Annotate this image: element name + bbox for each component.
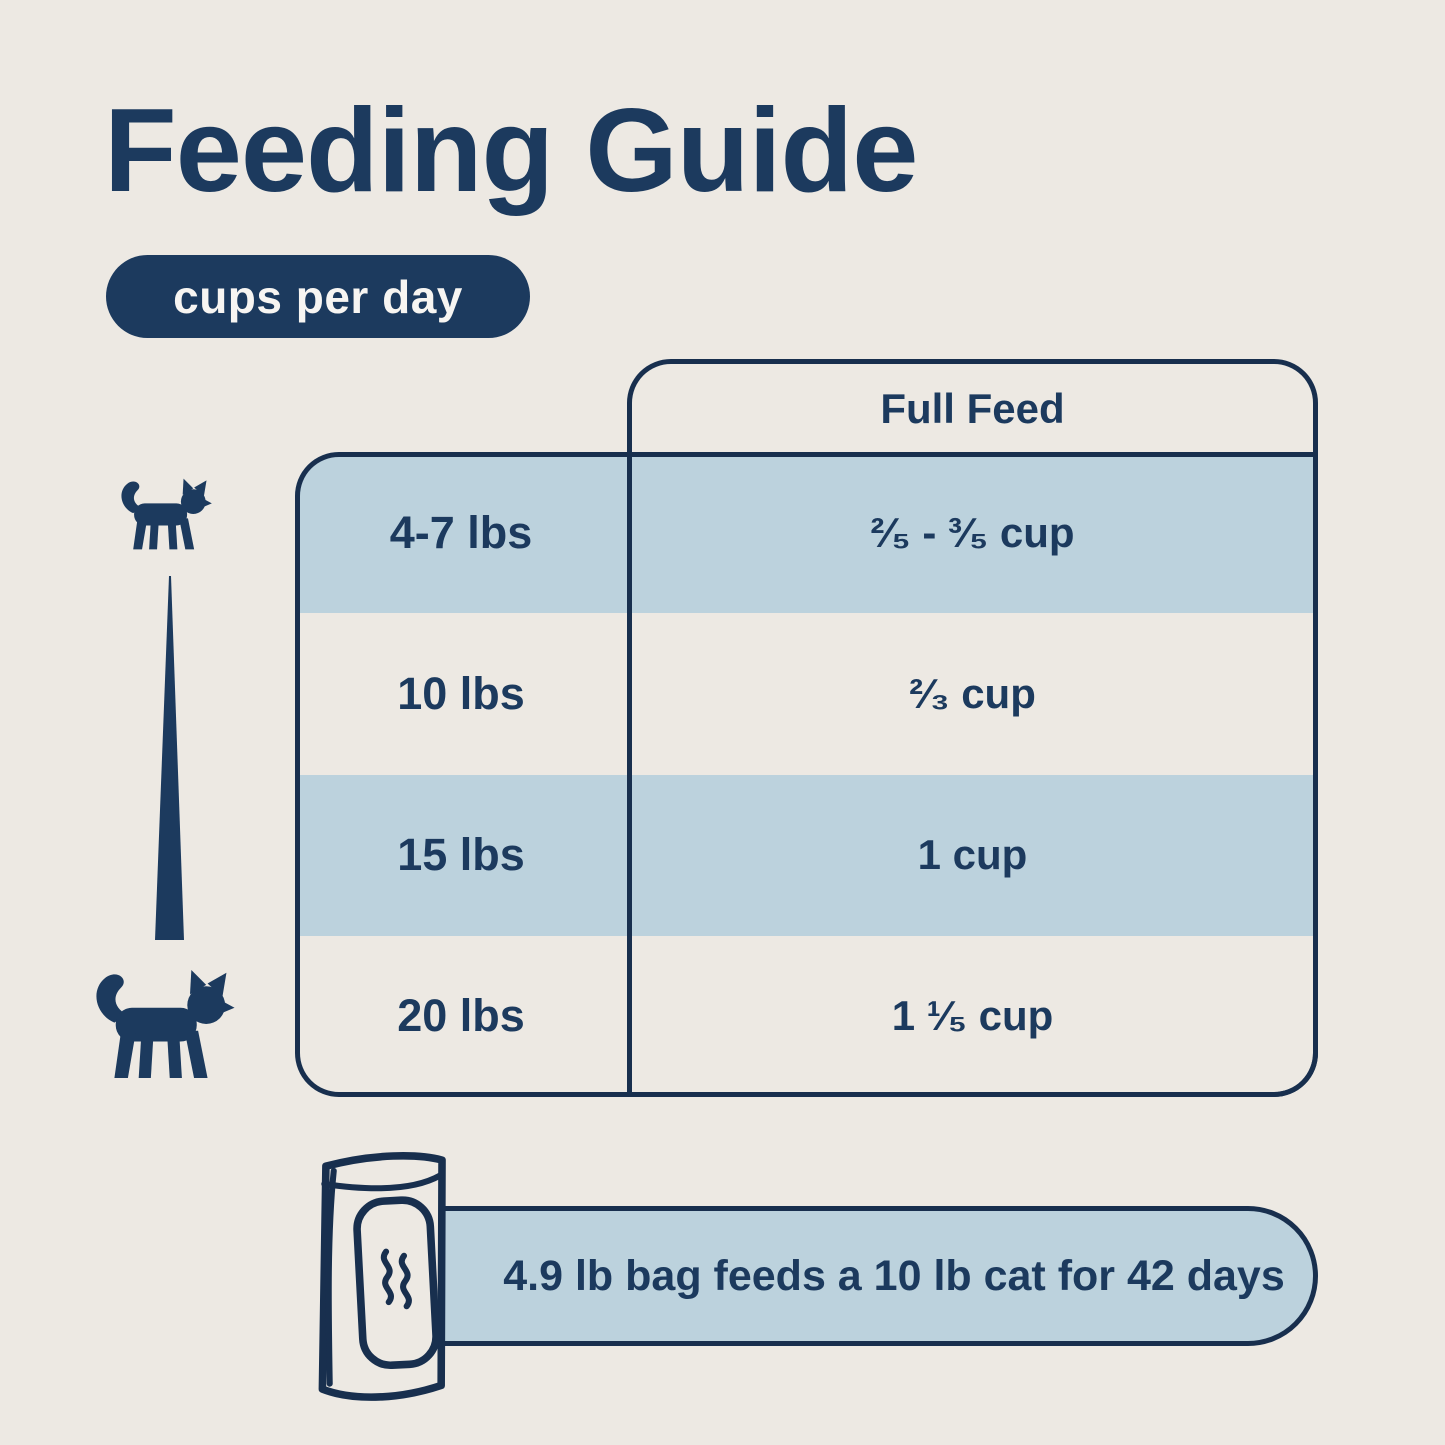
small-cat-icon	[112, 474, 218, 554]
bag-feeds-text: 4.9 lb bag feeds a 10 lb cat for 42 days	[503, 1251, 1285, 1300]
table-row-weight: 15 lbs	[397, 829, 525, 881]
steam-icon	[380, 1248, 412, 1310]
full-feed-column: Full Feed	[627, 359, 1318, 1097]
cups-per-day-badge: cups per day	[106, 255, 530, 338]
bag-feeds-banner: 4.9 lb bag feeds a 10 lb cat for 42 days	[400, 1206, 1318, 1346]
cups-per-day-label: cups per day	[173, 270, 463, 323]
table-row-amount: ²⁄₅ - ³⁄₅ cup	[870, 508, 1075, 556]
table-row-amount: ²⁄₃ cup	[909, 669, 1036, 717]
table-row-amount: 1 ¹⁄₅ cup	[891, 992, 1054, 1040]
weight-scale-triangle	[151, 576, 189, 940]
table-row-amount: 1 cup	[917, 831, 1028, 879]
table-row-stripes	[295, 452, 1318, 1097]
full-feed-header: Full Feed	[880, 385, 1065, 432]
page-title: Feeding Guide	[104, 84, 918, 217]
feeding-table: 4-7 lbs ²⁄₅ - ³⁄₅ cup 10 lbs ²⁄₃ cup 15 …	[295, 452, 1318, 1097]
large-cat-icon	[82, 962, 244, 1086]
table-row-weight: 10 lbs	[397, 667, 525, 719]
food-bag-icon	[294, 1148, 476, 1406]
row-stripe-blue	[295, 452, 1318, 614]
table-row-weight: 20 lbs	[397, 990, 525, 1042]
table-row-weight: 4-7 lbs	[389, 506, 533, 558]
row-stripe-blue	[295, 774, 1318, 936]
